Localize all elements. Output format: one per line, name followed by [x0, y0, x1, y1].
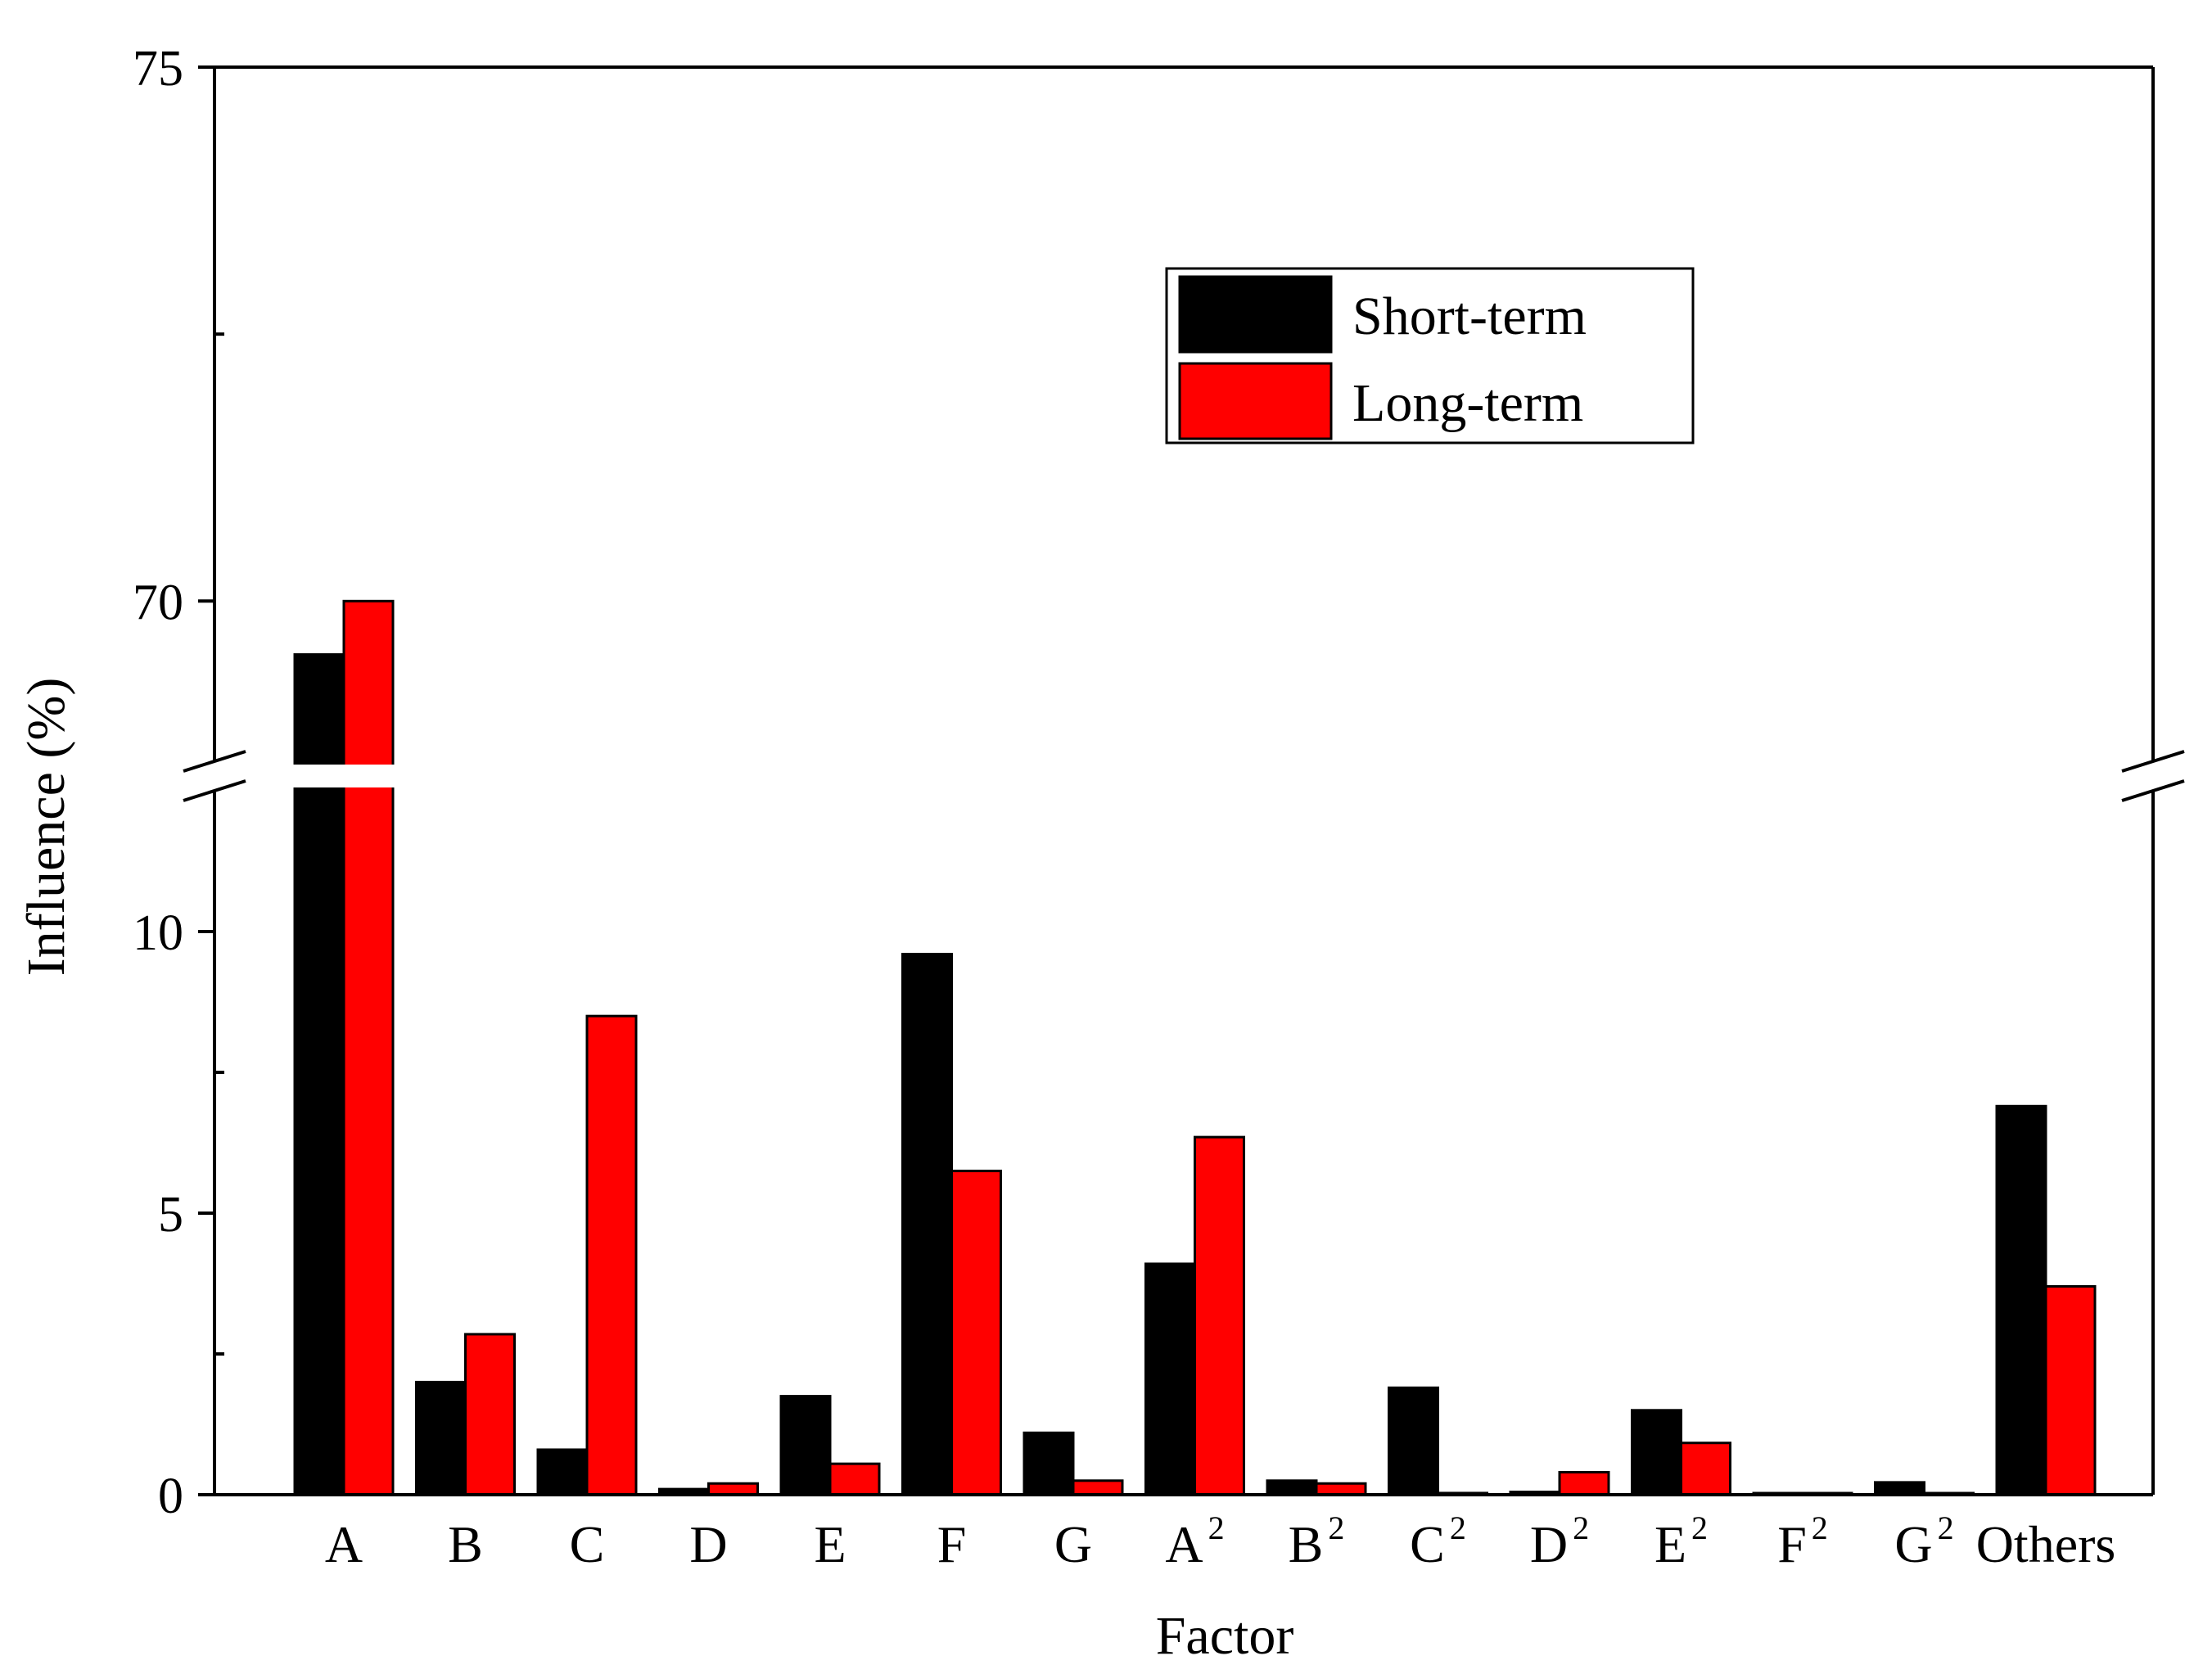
bar-long-term-11: [1680, 1442, 1731, 1496]
bar-short-term-14: [1995, 1104, 2047, 1496]
legend: Short-term Long-term: [1165, 267, 1695, 444]
legend-swatch-0: [1178, 275, 1333, 354]
bar-long-term-7: [1194, 1135, 1245, 1496]
y-tick-label-0: 0: [158, 1469, 183, 1524]
bar-short-term-5: [901, 953, 953, 1496]
break-band: [218, 765, 2150, 787]
break-mark-left-1: [183, 750, 246, 773]
y-axis-label: Influence (%): [16, 678, 76, 977]
x-tick-label-3: D: [689, 1515, 727, 1573]
x-tick-label-0: A: [325, 1515, 363, 1573]
bar-long-term-0: [342, 599, 395, 1496]
x-tick-label-14: Others: [1976, 1515, 2116, 1573]
bar-short-term-7: [1144, 1262, 1196, 1496]
bar-short-term-9: [1388, 1386, 1439, 1496]
bar-long-term-4: [828, 1462, 881, 1496]
bar-long-term-3: [707, 1482, 759, 1496]
bar-long-term-5: [950, 1169, 1002, 1496]
bar-short-term-8: [1266, 1479, 1318, 1496]
break-mark-right-2: [2121, 779, 2185, 802]
y-tick-label-10: 10: [133, 905, 183, 961]
bar-short-term-13: [1874, 1481, 1925, 1496]
bar-short-term-2: [536, 1448, 589, 1496]
bar-short-term-4: [779, 1395, 832, 1496]
bar-long-term-1: [464, 1333, 516, 1496]
x-tick-label-4: E: [814, 1515, 846, 1573]
x-tick-label-1: B: [448, 1515, 483, 1573]
y-tick-label-75: 75: [133, 41, 183, 97]
x-tick-labels: A B C D E F G A 2 B 2 C 2 D 2 E 2 F 2 G 2 Others: [325, 1509, 2115, 1573]
bar-short-term-11: [1631, 1409, 1682, 1496]
plot-frame: [183, 65, 2185, 1496]
legend-label-1: Long-term: [1352, 373, 1583, 433]
bar-long-term-2: [585, 1014, 638, 1496]
y-tick-label-5: 5: [158, 1187, 183, 1243]
bar-short-term-0: [293, 653, 345, 1496]
bar-short-term-1: [415, 1380, 467, 1496]
x-tick-label-2: C: [570, 1515, 605, 1573]
axis-break: [218, 765, 2150, 787]
bar-long-term-10: [1558, 1470, 1610, 1496]
legend-swatch-1: [1178, 362, 1333, 440]
x-tick-label-5: F: [937, 1515, 967, 1573]
bars-layer: [293, 599, 2097, 1496]
bar-long-term-8: [1315, 1482, 1367, 1496]
bar-long-term-6: [1072, 1479, 1124, 1496]
x-axis-label: Factor: [1156, 1606, 1294, 1666]
break-mark-right-1: [2121, 750, 2185, 773]
x-tick-label-6: G: [1054, 1515, 1092, 1573]
break-mark-left-2: [183, 779, 246, 802]
bar-long-term-14: [2044, 1284, 2097, 1496]
bar-short-term-6: [1022, 1431, 1075, 1496]
y-ticks: 0 5 10 70 75: [133, 41, 224, 1524]
legend-label-0: Short-term: [1352, 287, 1587, 346]
y-tick-label-70: 70: [133, 575, 183, 630]
